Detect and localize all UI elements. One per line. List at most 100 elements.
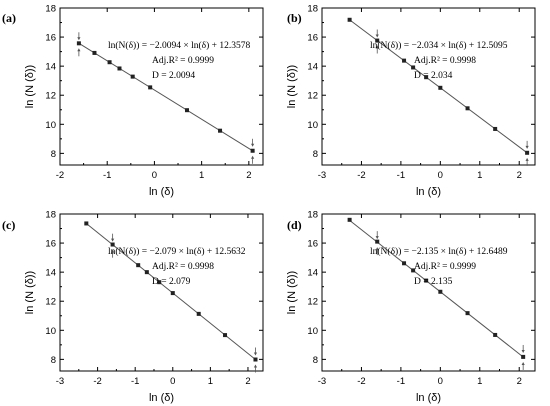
arrow-head (521, 349, 525, 353)
fit-equation: ln(N(δ)) = −2.0094 × ln(δ) + 12.3578 (108, 40, 251, 51)
panel-label: (c) (2, 218, 15, 232)
fractal-dimension-label: D = 2.079 (152, 277, 191, 287)
range-arrow-icon (77, 32, 81, 57)
x-tick-label: -1 (397, 376, 405, 387)
arrow-head (77, 37, 81, 41)
adj-r2-label: Adj.R² = 0.9999 (414, 262, 476, 272)
arrow-head (375, 45, 379, 49)
data-point (76, 41, 81, 46)
arrow-head (253, 364, 258, 368)
x-tick-label: -2 (93, 376, 101, 387)
y-tick-label: 10 (45, 326, 56, 337)
fit-equation: ln(N(δ)) = −2.034 × ln(δ) + 12.5095 (370, 40, 508, 51)
y-tick-label: 16 (45, 33, 56, 44)
x-tick-label: -3 (318, 376, 326, 387)
plot-frame (59, 213, 264, 372)
x-axis-title: ln (δ) (416, 392, 441, 404)
y-axis-title: ln (N (δ)) (24, 65, 36, 108)
data-point (196, 311, 201, 316)
y-axis-title: ln (N (δ)) (286, 271, 298, 314)
y-tick-label: 10 (45, 120, 56, 131)
data-point (521, 354, 526, 359)
data-point (136, 263, 141, 268)
panel-label: (b) (287, 11, 302, 25)
fit-line (348, 219, 525, 358)
data-point (253, 357, 258, 362)
y-tick-label: 8 (313, 149, 318, 160)
x-axis-title: ln (δ) (416, 186, 441, 198)
x-tick-label: -3 (56, 376, 64, 387)
x-tick-label: -1 (397, 170, 405, 181)
y-tick-label: 12 (307, 297, 318, 308)
y-tick-label: 18 (45, 210, 56, 221)
y-axis-title: ln (N (δ)) (24, 271, 36, 314)
y-tick-label: 8 (313, 355, 318, 366)
data-point (375, 239, 380, 244)
data-point (493, 332, 498, 337)
x-tick-label: 1 (477, 170, 482, 181)
data-point (438, 289, 443, 294)
x-tick-label: 2 (517, 170, 522, 181)
data-point (347, 217, 352, 222)
y-tick-label: 12 (45, 91, 56, 102)
data-point (525, 150, 530, 155)
data-point (157, 280, 162, 285)
y-tick-label: 14 (307, 268, 318, 279)
x-axis-title: ln (δ) (149, 392, 174, 404)
plot-frame (321, 213, 536, 372)
x-tick-label: 1 (199, 170, 204, 181)
y-tick-label: 18 (307, 4, 318, 15)
range-arrow-icon (253, 347, 258, 373)
plot-frame (59, 7, 264, 166)
data-point (117, 66, 122, 71)
fit-line (77, 42, 255, 153)
y-tick-label: 18 (307, 210, 318, 221)
data-point (465, 106, 470, 111)
data-point (424, 278, 429, 283)
x-tick-label: -1 (131, 376, 139, 387)
y-tick-label: 12 (307, 91, 318, 102)
y-tick-label: 10 (307, 326, 318, 337)
data-point (438, 85, 443, 90)
fit-equation: ln(N(δ)) = −2.135 × ln(δ) + 12.6489 (370, 246, 508, 257)
x-tick-label: 0 (438, 170, 443, 181)
data-point (250, 148, 255, 153)
data-point (110, 242, 115, 247)
data-point (465, 311, 470, 316)
y-tick-label: 12 (45, 297, 56, 308)
x-tick-label: 0 (152, 170, 157, 181)
x-tick-label: 2 (246, 170, 251, 181)
arrow-head (253, 352, 258, 356)
x-tick-label: -2 (56, 170, 64, 181)
adj-r2-label: Adj.R² = 0.9998 (152, 262, 214, 272)
adj-r2-label: Adj.R² = 0.9999 (152, 56, 214, 66)
arrow-head (525, 157, 529, 161)
y-tick-label: 14 (45, 268, 56, 279)
data-point (170, 291, 175, 296)
arrow-head (77, 48, 81, 52)
range-arrow-icon (375, 231, 379, 256)
x-tick-label: 2 (517, 376, 522, 387)
fractal-dimension-label: D = 2.0094 (152, 71, 195, 81)
panel-label: (a) (2, 11, 16, 25)
range-arrow-icon (251, 138, 255, 164)
data-point (411, 268, 416, 273)
x-tick-label: -2 (357, 376, 365, 387)
adj-r2-label: Adj.R² = 0.9998 (414, 56, 476, 66)
y-axis-title: ln (N (δ)) (286, 65, 298, 108)
plot-frame (321, 7, 536, 166)
data-point (107, 60, 112, 65)
data-point (402, 261, 407, 266)
arrow-head (375, 34, 379, 38)
y-tick-label: 14 (307, 62, 318, 73)
y-tick-label: 16 (307, 239, 318, 250)
x-axis-title: ln (δ) (149, 186, 174, 198)
data-point (148, 85, 153, 90)
data-point (92, 50, 97, 55)
y-tick-label: 14 (45, 62, 56, 73)
